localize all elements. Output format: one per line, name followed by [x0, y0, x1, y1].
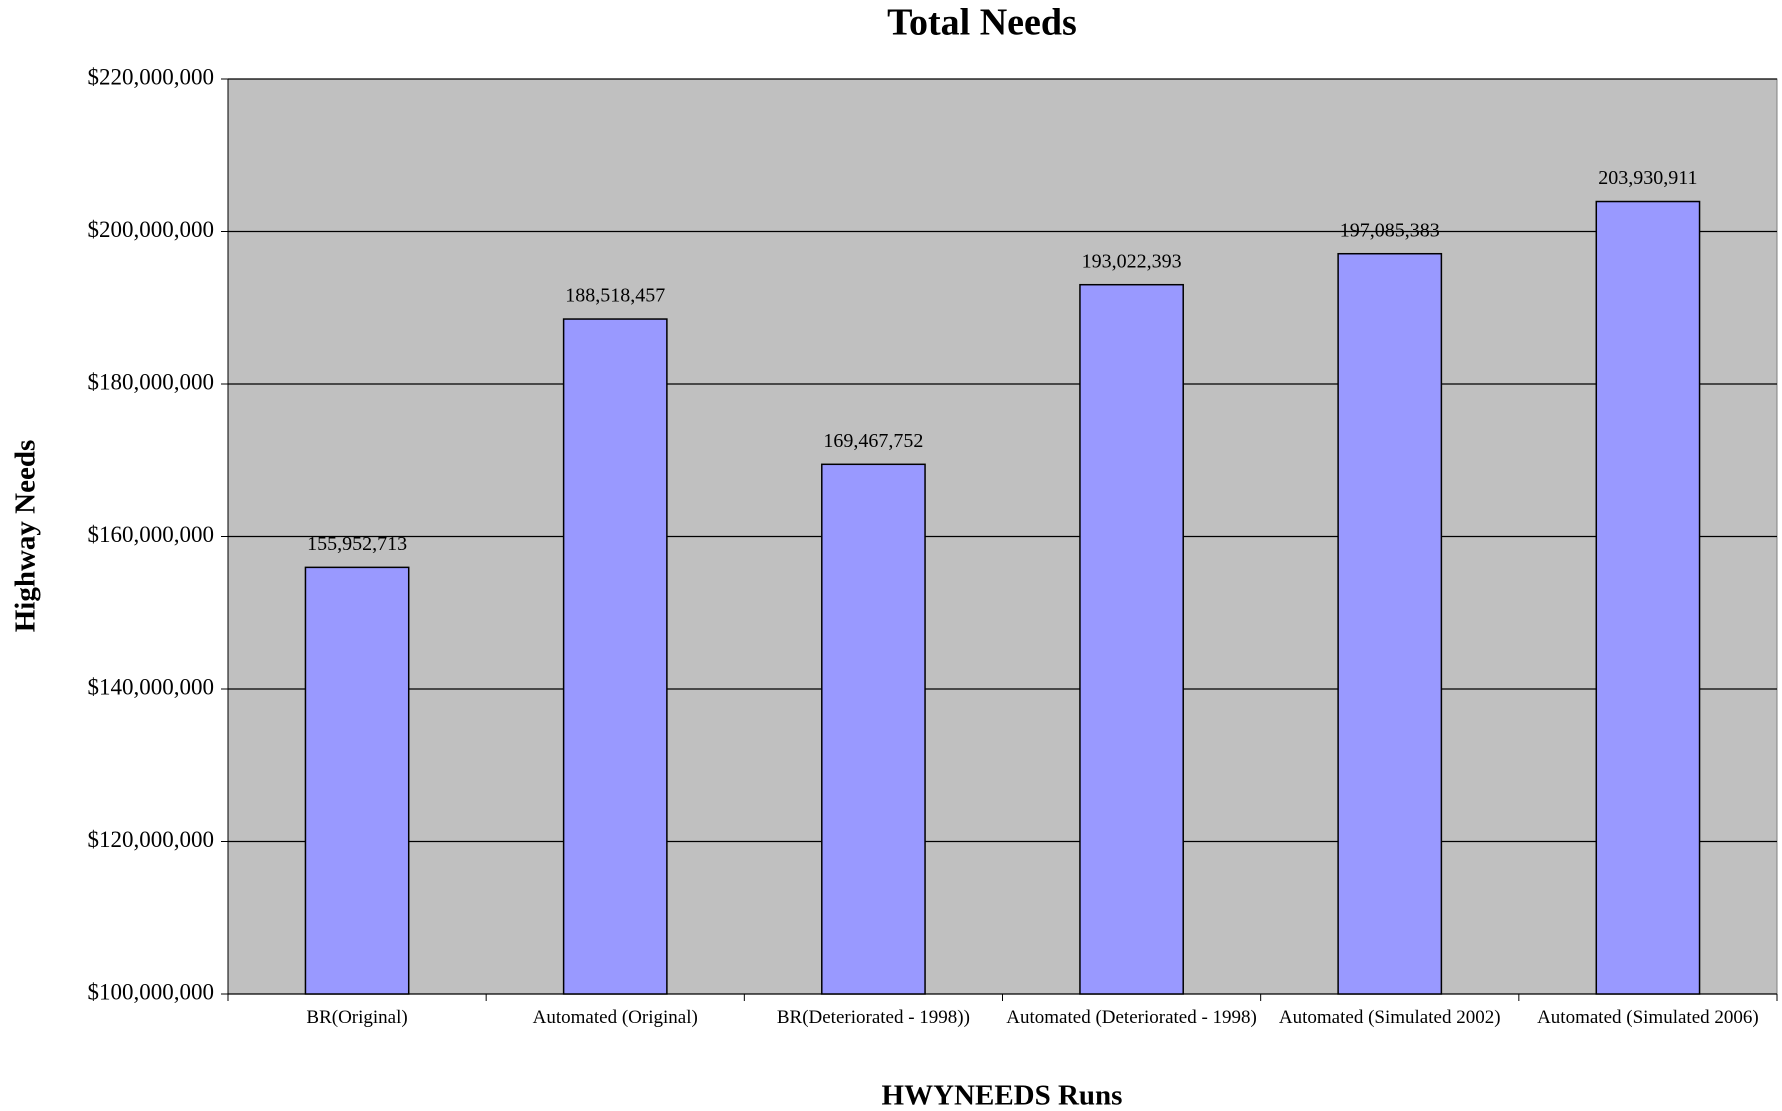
x-tick-label: Automated (Original) [532, 1007, 698, 1028]
data-label: 169,467,752 [823, 430, 923, 452]
x-tick-label-box: BR(Original) [306, 1007, 408, 1028]
y-axis-title: Highway Needs [10, 440, 42, 633]
x-tick-label: Automated (Simulated 2006) [1537, 1007, 1759, 1028]
data-label: 203,930,911 [1598, 167, 1697, 189]
chart-title: Total Needs [887, 2, 1077, 44]
x-tick-label: BR(Deteriorated - 1998)) [776, 1007, 970, 1028]
x-tick-label-box: Automated (Simulated 2006) [1537, 1007, 1759, 1028]
x-tick-label-box: Automated (Simulated 2002) [1278, 1007, 1501, 1028]
y-tick-label: $220,000,000 [88, 64, 215, 89]
bar [1337, 252, 1443, 995]
y-tick-label: $100,000,000 [88, 979, 215, 1004]
y-tick-label: $180,000,000 [88, 369, 215, 394]
y-tick-label: $200,000,000 [88, 217, 215, 242]
x-tick-label: BR(Original) [306, 1007, 408, 1028]
data-label: 193,022,393 [1082, 250, 1182, 272]
x-tick-label-box: Automated (Original) [532, 1007, 698, 1028]
data-label: 155,952,713 [307, 533, 407, 555]
x-tick-label-box: Automated (Deteriorated - 1998) [1006, 1007, 1257, 1028]
data-label: 197,085,383 [1340, 219, 1440, 241]
x-tick-label-box: BR(Deteriorated - 1998)) [776, 1007, 970, 1028]
data-label: 188,518,457 [565, 285, 665, 307]
bar [1079, 283, 1184, 995]
bar [1595, 200, 1701, 995]
x-axis-title: HWYNEEDS Runs [882, 1080, 1123, 1111]
y-tick-label: $120,000,000 [88, 827, 215, 852]
y-tick-label: $160,000,000 [88, 522, 215, 547]
x-tick-label: Automated (Simulated 2002) [1278, 1007, 1501, 1028]
bar [562, 318, 668, 995]
bar [304, 566, 410, 995]
x-tick-label: Automated (Deteriorated - 1998) [1006, 1007, 1257, 1028]
bar [821, 463, 926, 995]
y-tick-label: $140,000,000 [88, 674, 215, 699]
